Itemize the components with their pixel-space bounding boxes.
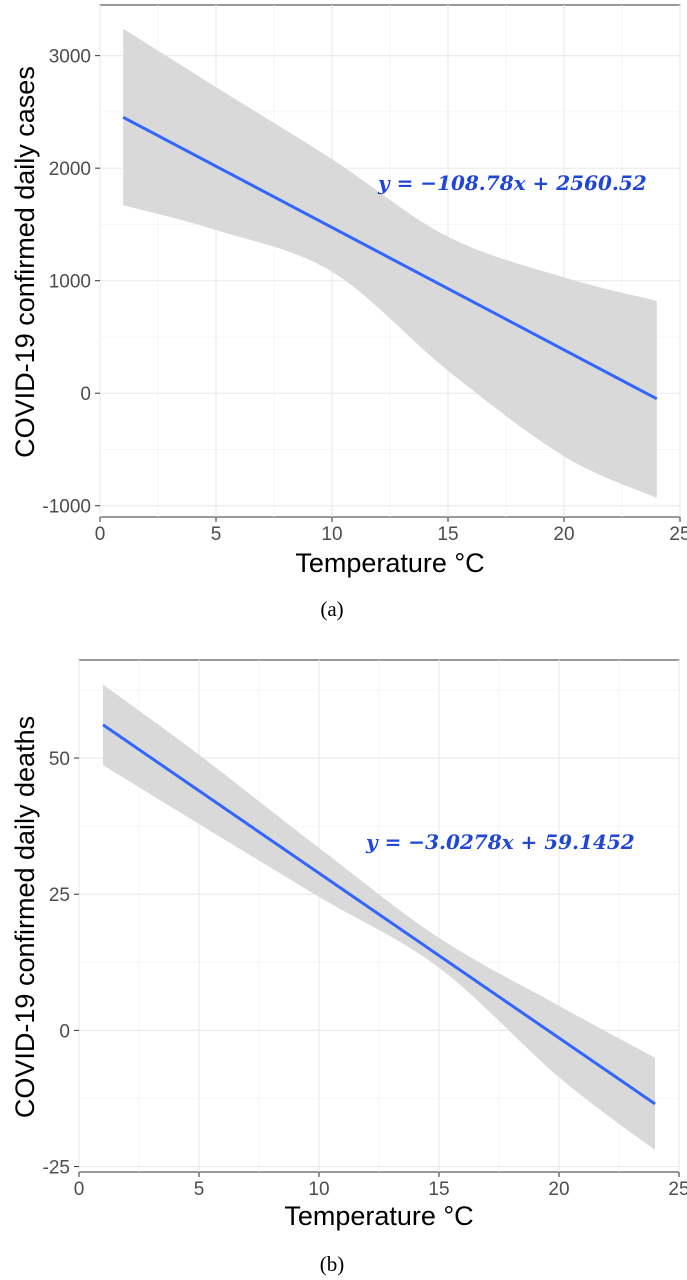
panel-a-y-tick-label: 2000 (49, 159, 91, 180)
panel-b-caption: (b) (320, 1252, 345, 1276)
panel-a-y-tick-label: 0 (80, 384, 91, 405)
panel-b-y-axis-title: COVID-19 confirmed daily deaths (10, 716, 40, 1118)
panel-b-x-tick-label: 5 (194, 1179, 205, 1200)
panel-a-x-tick-label: 25 (669, 524, 687, 545)
panel-b-equation: y = −3.0278x + 59.1452 (365, 830, 635, 854)
panel-b-y-tick-label: 0 (59, 1021, 70, 1042)
panel-a-regression-line (122, 115, 658, 401)
panel-a-x-axis-title: Temperature °C (295, 548, 484, 578)
panel-b-regression-line (102, 723, 656, 1106)
panel-b-y-ticks: -25 0 25 50 (43, 749, 79, 1179)
panel-a-x-ticks: 0 5 10 15 20 25 (95, 517, 687, 545)
panel-a-y-tick-label: -1000 (42, 497, 91, 518)
panel-a-gridlines (99, 5, 681, 517)
panel-b-x-ticks: 0 5 10 15 20 25 (74, 1172, 687, 1200)
panel-a-x-tick-label: 15 (437, 524, 458, 545)
panel-b-x-tick-label: 20 (548, 1179, 569, 1200)
panel-a-y-axis-title: COVID-19 confirmed daily cases (10, 66, 40, 458)
panel-b-x-axis-title: Temperature °C (284, 1201, 473, 1231)
panel-a-x-tick-label: 10 (321, 524, 342, 545)
panel-b-x-tick-label: 0 (74, 1179, 85, 1200)
panel-b-confidence-band (103, 684, 655, 1151)
panel-a-y-ticks: -1000 0 1000 2000 3000 (42, 47, 100, 518)
panel-a-y-tick-label: 1000 (49, 272, 91, 293)
panel-a-confidence-band (123, 28, 657, 498)
panel-a-y-tick-label: 3000 (49, 47, 91, 68)
panel-a-caption: (a) (320, 597, 343, 621)
panel-b-x-tick-label: 15 (428, 1179, 449, 1200)
panel-a-x-tick-label: 0 (95, 524, 106, 545)
panel-b-x-tick-label: 25 (668, 1179, 687, 1200)
panel-b-y-tick-label: 50 (49, 749, 70, 770)
panel-a-x-tick-label: 20 (553, 524, 574, 545)
panel-b-gridlines (78, 660, 680, 1172)
panel-a-equation: y = −108.78x + 2560.52 (377, 171, 647, 195)
panel-b-y-tick-label: 25 (49, 885, 70, 906)
panel-b-x-tick-label: 10 (308, 1179, 329, 1200)
panel-a-x-tick-label: 5 (211, 524, 222, 545)
panel-b-y-tick-label: -25 (43, 1158, 70, 1179)
